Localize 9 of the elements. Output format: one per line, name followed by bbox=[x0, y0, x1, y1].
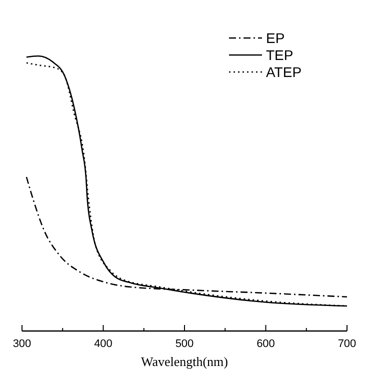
x-tick-label: 600 bbox=[256, 338, 275, 350]
x-tick-label: 700 bbox=[338, 338, 356, 350]
x-tick-label: 500 bbox=[175, 338, 194, 350]
x-axis-title: Wavelength(nm) bbox=[140, 354, 228, 369]
legend-label: TEP bbox=[266, 47, 294, 63]
x-tick-label: 300 bbox=[12, 338, 32, 350]
legend-label: EP bbox=[266, 30, 285, 46]
x-tick-label: 400 bbox=[94, 338, 112, 350]
legend-label: ATEP bbox=[266, 64, 302, 80]
